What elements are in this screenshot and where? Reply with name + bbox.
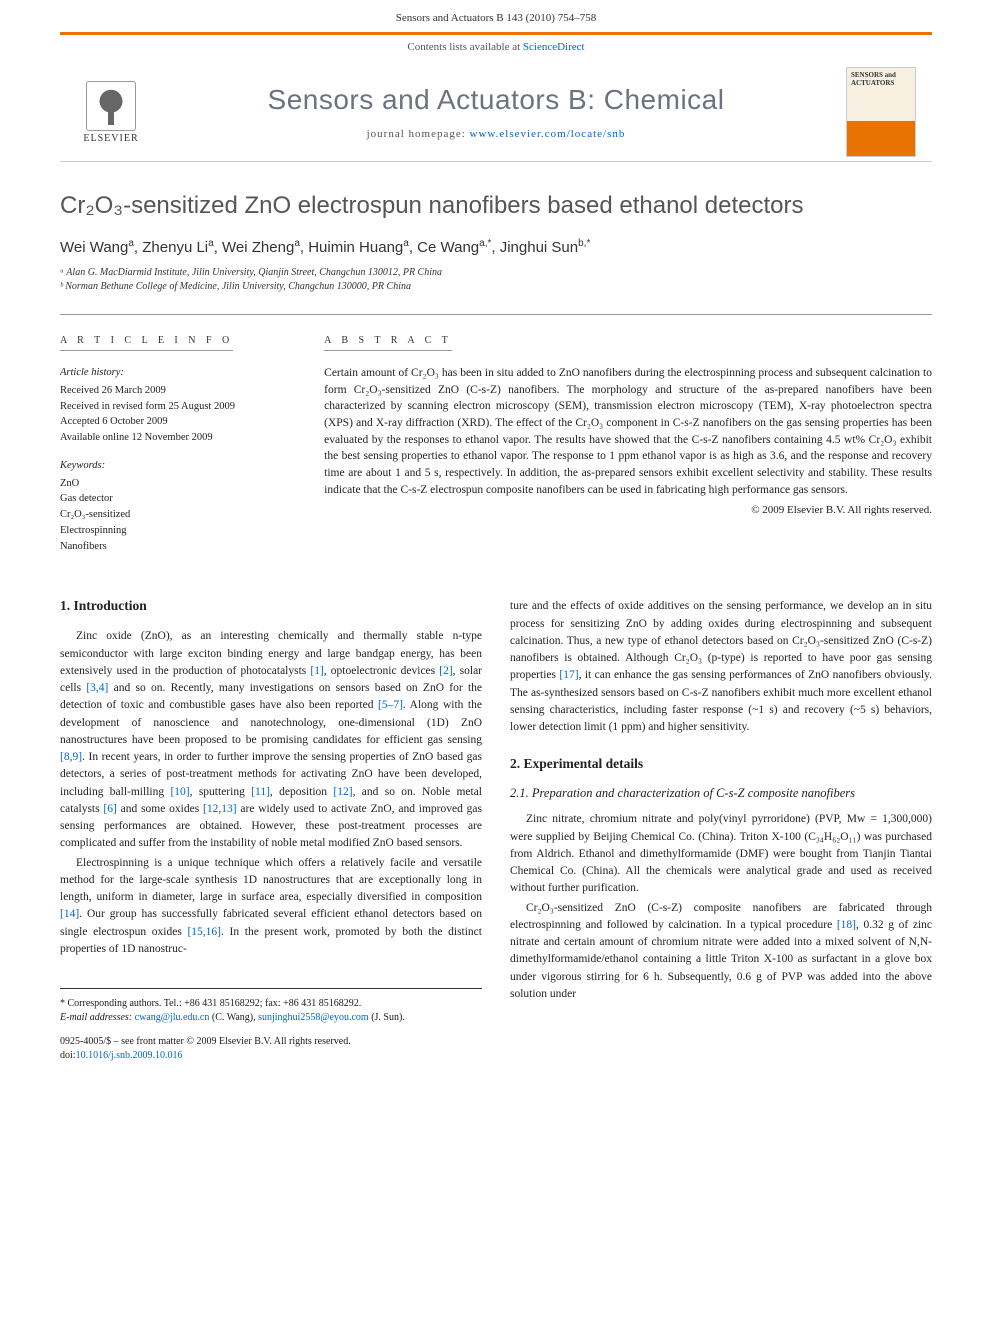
article-title: Cr₂O₃-sensitized ZnO electrospun nanofib… (60, 192, 932, 220)
keyword-3: Cr₂O₃-sensitized (60, 507, 284, 523)
ref-link[interactable]: [6] (103, 803, 116, 815)
keyword-1: ZnO (60, 476, 284, 492)
ref-link[interactable]: [1] (310, 665, 323, 677)
issn-line: 0925-4005/$ – see front matter © 2009 El… (60, 1035, 932, 1049)
homepage-link[interactable]: www.elsevier.com/locate/snb (470, 128, 626, 140)
running-head: Sensors and Actuators B 143 (2010) 754–7… (0, 0, 992, 32)
keyword-2: Gas detector (60, 491, 284, 507)
intro-para-2: Electrospinning is a unique technique wh… (60, 855, 482, 959)
journal-banner: Contents lists available at ScienceDirec… (60, 32, 932, 162)
ref-link[interactable]: [11] (251, 786, 270, 798)
journal-homepage: journal homepage: www.elsevier.com/locat… (146, 128, 846, 140)
doi-label: doi: (60, 1050, 76, 1061)
history-accepted: Accepted 6 October 2009 (60, 414, 284, 430)
right-column: ture and the effects of oxide additives … (510, 598, 932, 1025)
ref-link[interactable]: [8,9] (60, 751, 82, 763)
page-footer: 0925-4005/$ – see front matter © 2009 El… (0, 1035, 992, 1093)
history-online: Available online 12 November 2009 (60, 430, 284, 446)
keyword-4: Electrospinning (60, 523, 284, 539)
left-column: 1. Introduction Zinc oxide (ZnO), as an … (60, 598, 482, 1025)
affiliations: ᵃ Alan G. MacDiarmid Institute, Jilin Un… (60, 266, 932, 294)
affiliation-b: ᵇ Norman Bethune College of Medicine, Ji… (60, 280, 932, 294)
section-2-1-heading: 2.1. Preparation and characterization of… (510, 786, 932, 801)
doi-link[interactable]: 10.1016/j.snb.2009.10.016 (76, 1050, 183, 1061)
ref-link[interactable]: [14] (60, 908, 79, 920)
corresponding-tel: * Corresponding authors. Tel.: +86 431 8… (60, 997, 482, 1011)
keywords-label: Keywords: (60, 458, 284, 474)
email-label: E-mail addresses: (60, 1012, 135, 1023)
body-two-column: 1. Introduction Zinc oxide (ZnO), as an … (60, 598, 932, 1025)
ref-link[interactable]: [10] (170, 786, 189, 798)
article-info-label: A R T I C L E I N F O (60, 335, 233, 351)
affiliation-a: ᵃ Alan G. MacDiarmid Institute, Jilin Un… (60, 266, 932, 280)
exp-para-1: Zinc nitrate, chromium nitrate and poly(… (510, 811, 932, 897)
section-2-heading: 2. Experimental details (510, 756, 932, 772)
ref-link[interactable]: [3,4] (86, 682, 108, 694)
keyword-5: Nanofibers (60, 539, 284, 555)
ref-link[interactable]: [12,13] (203, 803, 237, 815)
contents-text: Contents lists available at (407, 41, 522, 53)
ref-link[interactable]: [2] (439, 665, 452, 677)
abstract-copyright: © 2009 Elsevier B.V. All rights reserved… (324, 504, 932, 516)
abstract-text: Certain amount of Cr₂O₃ has been in situ… (324, 365, 932, 498)
exp-para-2: Cr₂O₃-sensitized ZnO (C-s-Z) composite n… (510, 900, 932, 1004)
contents-line: Contents lists available at ScienceDirec… (60, 35, 932, 59)
ref-link[interactable]: [18] (837, 919, 856, 931)
abstract-label: A B S T R A C T (324, 335, 452, 351)
elsevier-tree-icon (86, 81, 136, 131)
author-list: Wei Wanga, Zhenyu Lia, Wei Zhenga, Huimi… (60, 238, 932, 256)
elsevier-logo: ELSEVIER (76, 72, 146, 152)
ref-link[interactable]: [17] (559, 669, 578, 681)
corresponding-email-2[interactable]: sunjinghui2558@eyou.com (258, 1012, 369, 1023)
history-received: Received 26 March 2009 (60, 383, 284, 399)
ref-link[interactable]: [5–7] (378, 699, 403, 711)
intro-continued: ture and the effects of oxide additives … (510, 598, 932, 736)
abstract-block: A B S T R A C T Certain amount of Cr₂O₃ … (304, 315, 932, 570)
journal-title: Sensors and Actuators B: Chemical (146, 84, 846, 116)
journal-cover-thumbnail: SENSORS and ACTUATORS (846, 67, 916, 157)
history-revised: Received in revised form 25 August 2009 (60, 399, 284, 415)
ref-link[interactable]: [15,16] (187, 926, 221, 938)
history-label: Article history: (60, 365, 284, 381)
corresponding-email-1[interactable]: cwang@jlu.edu.cn (135, 1012, 210, 1023)
section-1-heading: 1. Introduction (60, 598, 482, 614)
article-info-sidebar: A R T I C L E I N F O Article history: R… (60, 315, 304, 570)
cover-text: SENSORS and ACTUATORS (851, 72, 911, 87)
corresponding-author-note: * Corresponding authors. Tel.: +86 431 8… (60, 988, 482, 1025)
elsevier-name: ELSEVIER (83, 133, 138, 144)
sciencedirect-link[interactable]: ScienceDirect (523, 41, 585, 53)
ref-link[interactable]: [12] (333, 786, 352, 798)
intro-para-1: Zinc oxide (ZnO), as an interesting chem… (60, 628, 482, 852)
